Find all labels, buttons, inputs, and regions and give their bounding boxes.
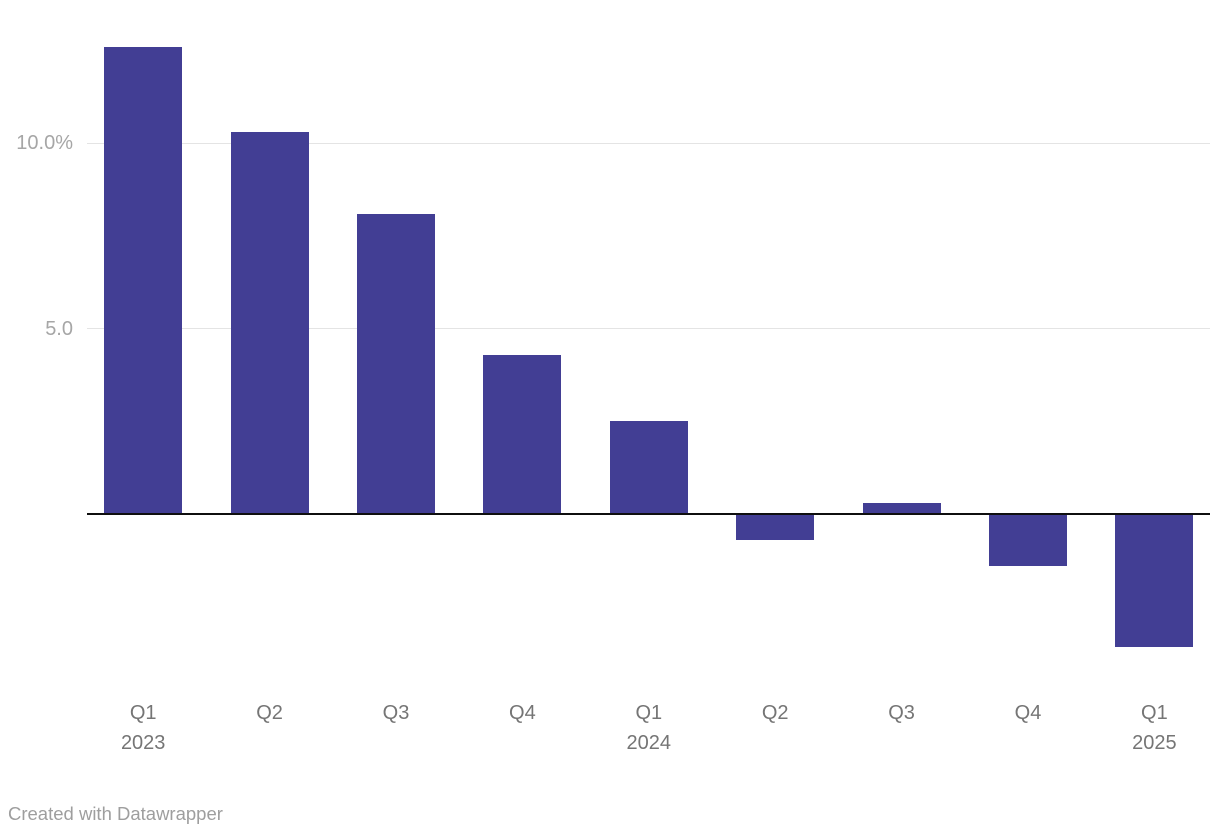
bar-q1-2025 <box>1115 515 1194 648</box>
x-tick-label: Q3 <box>382 702 410 724</box>
zero-baseline <box>87 512 1210 515</box>
y-gridline <box>87 142 1210 145</box>
bar-q1-2023 <box>104 47 183 514</box>
datawrapper-credit-link[interactable]: Created with Datawrapper <box>8 803 223 824</box>
x-tick-label: Q3 <box>888 702 915 724</box>
bar-q4-2024 <box>989 515 1067 566</box>
y-tick-label: 5.0 <box>45 317 73 340</box>
bar-q1-2024 <box>609 421 688 514</box>
y-gridline <box>87 327 1210 330</box>
y-tick-label: 10.0% <box>16 132 73 155</box>
bar-q3-2023 <box>357 213 435 514</box>
x-tick-label: Q4 <box>509 702 536 724</box>
bar-q3-2024 <box>862 502 941 514</box>
x-tick-label: Q2 <box>256 702 283 724</box>
bar-q4-2023 <box>483 354 562 514</box>
x-tick-label: Q2 <box>761 702 789 724</box>
x-tick-label: Q4 <box>1014 702 1042 724</box>
x-tick-label: Q1 2024 <box>626 702 672 754</box>
bar-q2-2023 <box>230 132 309 514</box>
x-tick-label: Q1 2023 <box>120 702 166 754</box>
bar-q2-2024 <box>736 515 815 540</box>
x-tick-label: Q1 2025 <box>1132 702 1177 754</box>
